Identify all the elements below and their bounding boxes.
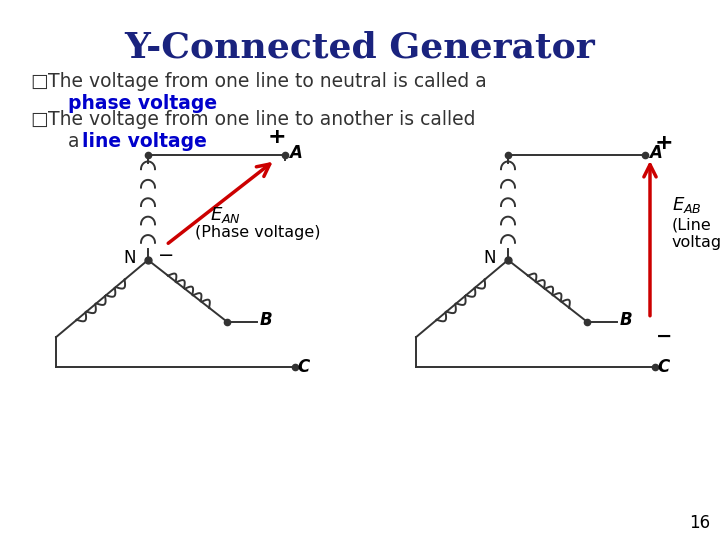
Text: phase voltage: phase voltage (68, 94, 217, 113)
Text: a: a (68, 132, 86, 151)
Text: line voltage: line voltage (82, 132, 207, 151)
Text: B: B (620, 310, 632, 328)
Text: $E_{AB}$: $E_{AB}$ (672, 195, 702, 215)
Text: C: C (657, 358, 670, 376)
Text: (Phase voltage): (Phase voltage) (195, 225, 320, 240)
Text: −: − (158, 246, 174, 265)
Text: +: + (268, 127, 287, 147)
Text: $E_{AN}$: $E_{AN}$ (210, 205, 241, 225)
Text: The voltage from one line to another is called: The voltage from one line to another is … (48, 110, 475, 129)
Text: Y-Connected Generator: Y-Connected Generator (125, 30, 595, 64)
Text: voltage): voltage) (672, 235, 720, 250)
Text: □: □ (30, 72, 48, 91)
Text: (Line: (Line (672, 217, 712, 232)
Text: The voltage from one line to neutral is called a: The voltage from one line to neutral is … (48, 72, 487, 91)
Text: −: − (656, 327, 672, 346)
Text: A: A (289, 144, 302, 162)
Text: □: □ (30, 110, 48, 129)
Text: C: C (297, 358, 310, 376)
Text: N: N (124, 249, 136, 267)
Text: +: + (654, 133, 673, 153)
Text: B: B (260, 310, 272, 328)
Text: N: N (484, 249, 496, 267)
Text: 16: 16 (689, 514, 710, 532)
Text: A: A (649, 144, 662, 162)
